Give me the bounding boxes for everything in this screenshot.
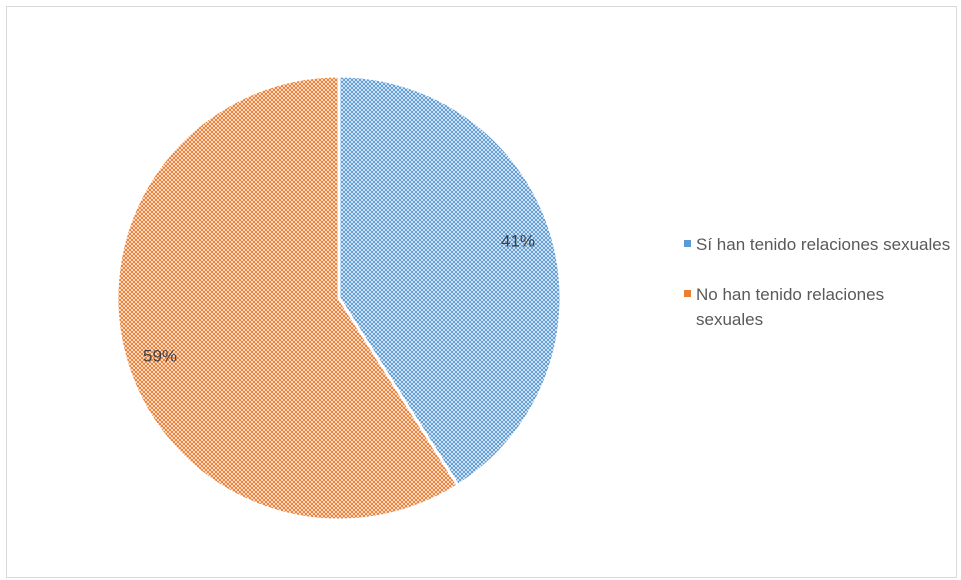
legend-item-no: No han tenido relaciones sexuales xyxy=(684,282,954,332)
legend: Sí han tenido relaciones sexuales No han… xyxy=(684,232,954,357)
legend-label-no: No han tenido relaciones sexuales xyxy=(696,285,885,329)
legend-item-yes: Sí han tenido relaciones sexuales xyxy=(684,232,954,257)
legend-swatch-yes xyxy=(684,240,691,247)
data-label-yes: 41% xyxy=(501,231,535,250)
legend-swatch-no xyxy=(684,290,691,297)
data-label-no: 59% xyxy=(143,346,177,365)
slice-no xyxy=(115,74,461,522)
legend-label-yes: Sí han tenido relaciones sexuales xyxy=(696,235,951,254)
